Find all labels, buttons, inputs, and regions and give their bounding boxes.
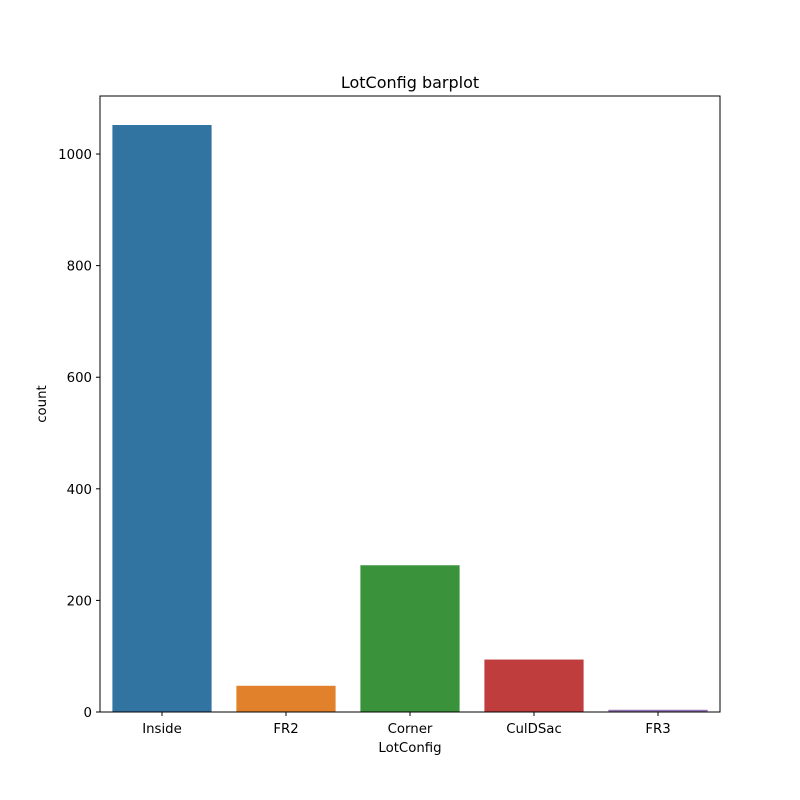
plot-frame	[99, 95, 721, 713]
y-tick-label: 200	[67, 594, 92, 609]
bar-fr3	[608, 709, 708, 712]
y-tick-label: 1000	[58, 148, 92, 163]
bar-fr2	[236, 685, 336, 712]
y-tick-label: 400	[67, 483, 92, 498]
bar-inside	[112, 125, 212, 712]
y-tick-label: 800	[67, 260, 92, 275]
x-tick-label: Corner	[388, 722, 433, 737]
x-tick-label: FR2	[273, 722, 298, 737]
bars-layer	[112, 125, 708, 712]
x-tick-label: Inside	[142, 722, 182, 737]
bar-corner	[360, 565, 460, 712]
x-tick-label: FR3	[645, 722, 670, 737]
y-ticks: 0 200 400 600 800 1000	[58, 148, 100, 721]
y-tick-label: 600	[67, 371, 92, 386]
bar-culdsac	[484, 659, 584, 712]
x-ticks: Inside FR2 Corner CulDSac FR3	[142, 712, 671, 737]
chart-title: LotConfig barplot	[341, 73, 479, 92]
x-axis-label: LotConfig	[378, 741, 441, 756]
y-tick-label: 0	[84, 706, 92, 721]
x-tick-label: CulDSac	[506, 722, 562, 737]
y-axis-label: count	[35, 385, 50, 423]
